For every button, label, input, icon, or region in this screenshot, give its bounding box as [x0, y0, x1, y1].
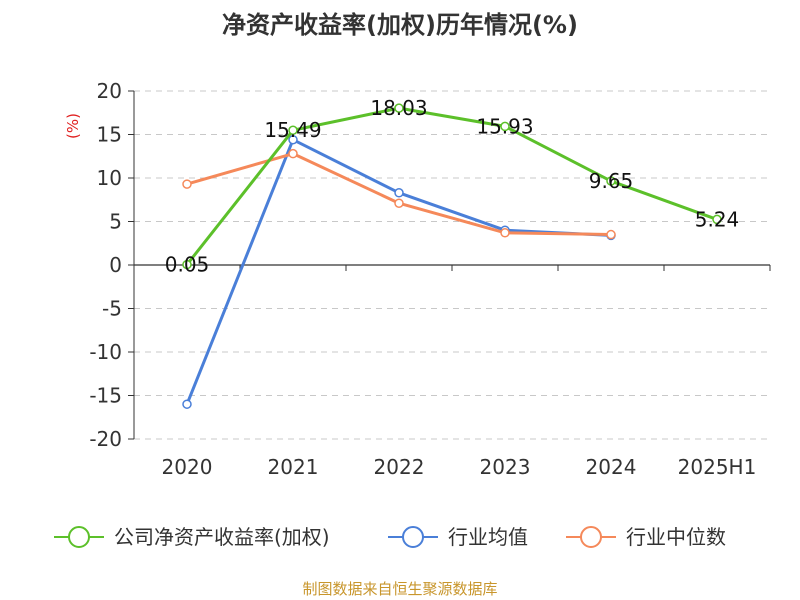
y-tick-label: 15	[97, 123, 122, 147]
legend-swatch-marker	[580, 526, 602, 548]
source-note: 制图数据来自恒生聚源数据库	[302, 580, 497, 598]
data-point	[606, 229, 616, 240]
data-point	[394, 103, 404, 113]
series-line	[185, 106, 718, 266]
data-label: 5.24	[695, 207, 740, 231]
chart-title: 净资产收益率(加权)历年情况(%)	[222, 11, 578, 39]
x-tick-label: 2021	[268, 455, 319, 479]
y-tick-label: 10	[97, 166, 122, 190]
data-point	[712, 214, 722, 225]
y-tick-label: 20	[97, 79, 122, 103]
data-point	[394, 188, 404, 198]
series-line	[185, 138, 612, 405]
legend-swatch-marker	[68, 526, 90, 548]
y-tick-label: -15	[89, 384, 122, 408]
y-tick-label: -20	[89, 427, 122, 451]
data-label: 18.03	[370, 96, 427, 120]
data-point	[288, 148, 298, 159]
data-point	[182, 259, 192, 270]
data-point	[288, 134, 298, 145]
data-label: 0.05	[165, 253, 210, 277]
x-tick-label: 2025H1	[678, 455, 757, 479]
data-label: 15.49	[264, 118, 321, 142]
data-point	[182, 399, 192, 409]
x-tick-label: 2022	[374, 455, 425, 479]
series-layer	[182, 103, 722, 409]
legend-swatch-marker	[402, 526, 424, 548]
grid-lines	[134, 90, 770, 440]
y-tick-label: -10	[89, 340, 122, 364]
x-tick-label: 2020	[162, 455, 213, 479]
data-point	[606, 176, 616, 186]
y-axis-label: (%)	[64, 113, 82, 139]
data-point	[288, 125, 298, 135]
legend-label: 公司净资产收益率(加权)	[114, 525, 330, 549]
data-label: 15.93	[476, 114, 533, 138]
data-point	[500, 121, 510, 132]
data-label: 9.65	[589, 169, 634, 193]
y-tick-label: -5	[102, 297, 122, 321]
y-tick-label: 0	[109, 253, 122, 277]
y-tick-label: 5	[109, 210, 122, 234]
data-point	[394, 198, 404, 208]
x-tick-label: 2023	[480, 455, 531, 479]
legend-label: 行业中位数	[626, 525, 726, 549]
legend-label: 行业均值	[448, 525, 528, 549]
legend: 公司净资产收益率(加权) 行业均值 行业中位数	[54, 525, 726, 549]
data-point	[182, 179, 192, 189]
data-point	[500, 228, 510, 238]
x-tick-label: 2024	[586, 455, 637, 479]
data-labels: 0.05 15.49 18.03 15.93 9.65 5.24	[165, 96, 740, 276]
